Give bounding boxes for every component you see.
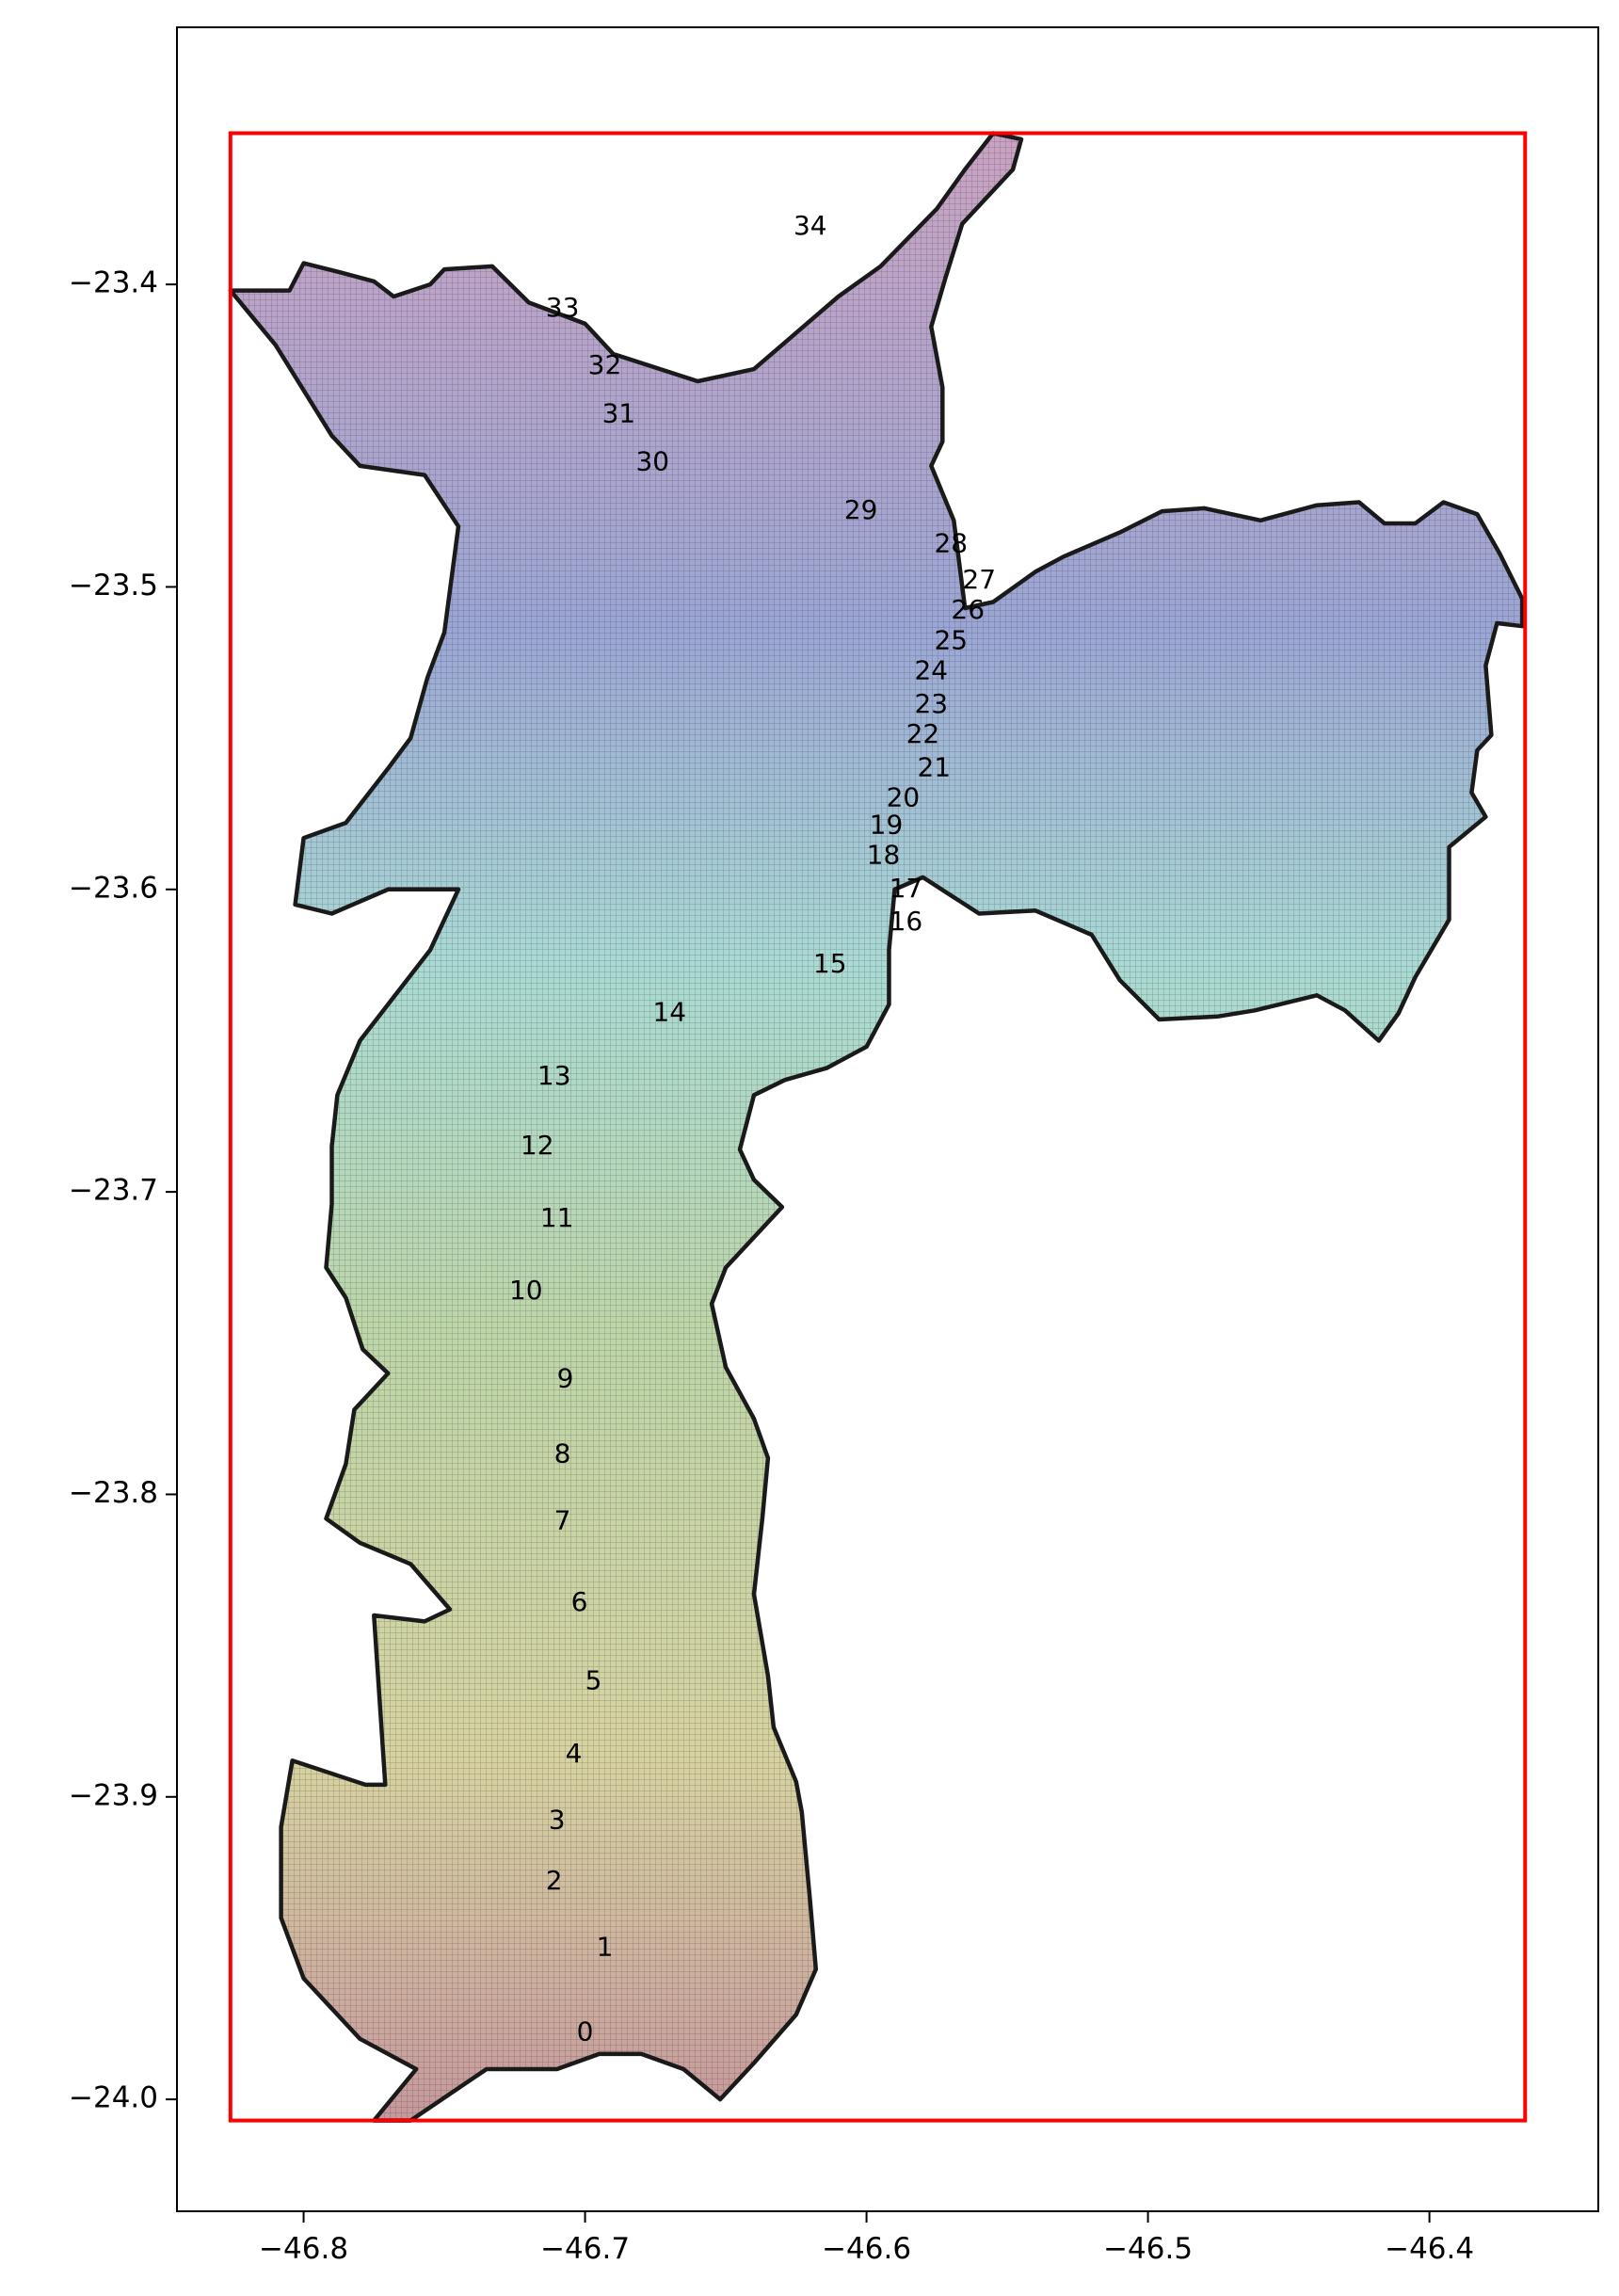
region-label-19: 19 [870,809,904,840]
region-label-4: 4 [566,1738,583,1769]
x-tick-label: −46.6 [822,2232,911,2266]
region-label-6: 6 [571,1586,588,1617]
y-axis: −23.4 −23.5 −23.6 −23.7 −23.8 −23.9 −24.0 [69,266,177,2115]
region-label-22: 22 [906,718,940,749]
y-tick-label: −24.0 [69,2081,158,2115]
region-label-33: 33 [546,292,580,323]
x-axis: −46.8 −46.7 −46.6 −46.5 −46.4 [259,2211,1474,2266]
region-label-13: 13 [537,1060,571,1091]
region-label-16: 16 [890,906,923,937]
bounding-box-rectangle [228,131,1528,2123]
region-label-25: 25 [934,624,968,655]
x-tick-label: −46.5 [1103,2232,1193,2266]
region-label-21: 21 [917,751,951,782]
region-label-7: 7 [554,1504,571,1535]
y-tick-label: −23.5 [69,569,158,602]
region-label-15: 15 [813,948,847,979]
y-tick-label: −23.4 [69,266,158,300]
region-label-0: 0 [577,2015,594,2047]
region-label-34: 34 [793,210,827,241]
region-label-32: 32 [588,349,622,380]
region-label-31: 31 [602,397,636,428]
y-tick-label: −23.9 [69,1778,158,1812]
region-label-27: 27 [962,564,996,595]
y-tick-label: −23.8 [69,1476,158,1510]
region-label-24: 24 [914,654,948,685]
x-tick-label: −46.4 [1385,2232,1474,2266]
region-labels: 0123456789101112131415161718192021222324… [509,210,996,2047]
map-layer: 0123456789101112131415161718192021222324… [228,131,1528,2123]
x-tick-label: −46.8 [259,2232,348,2266]
region-label-26: 26 [951,594,985,625]
region-label-14: 14 [652,997,686,1028]
region-label-11: 11 [540,1202,574,1233]
region-label-18: 18 [867,839,901,870]
region-outline [228,131,1525,2123]
region-label-20: 20 [887,781,921,812]
x-tick-label: −46.7 [540,2232,630,2266]
region-label-12: 12 [521,1130,554,1161]
region-label-5: 5 [585,1665,602,1696]
region-grid-overlay [230,133,1523,2121]
y-tick-label: −23.7 [69,1174,158,1208]
region-label-10: 10 [509,1275,543,1306]
region-label-23: 23 [914,688,948,719]
region-label-17: 17 [890,873,923,904]
region-label-1: 1 [597,1931,614,1962]
y-tick-label: −23.6 [69,871,158,905]
region-label-8: 8 [554,1438,571,1469]
region-label-28: 28 [934,528,968,559]
region-label-2: 2 [546,1865,563,1896]
region-label-3: 3 [549,1805,566,1836]
region-label-9: 9 [557,1362,574,1393]
region-label-29: 29 [844,494,878,525]
region-label-30: 30 [635,446,669,477]
